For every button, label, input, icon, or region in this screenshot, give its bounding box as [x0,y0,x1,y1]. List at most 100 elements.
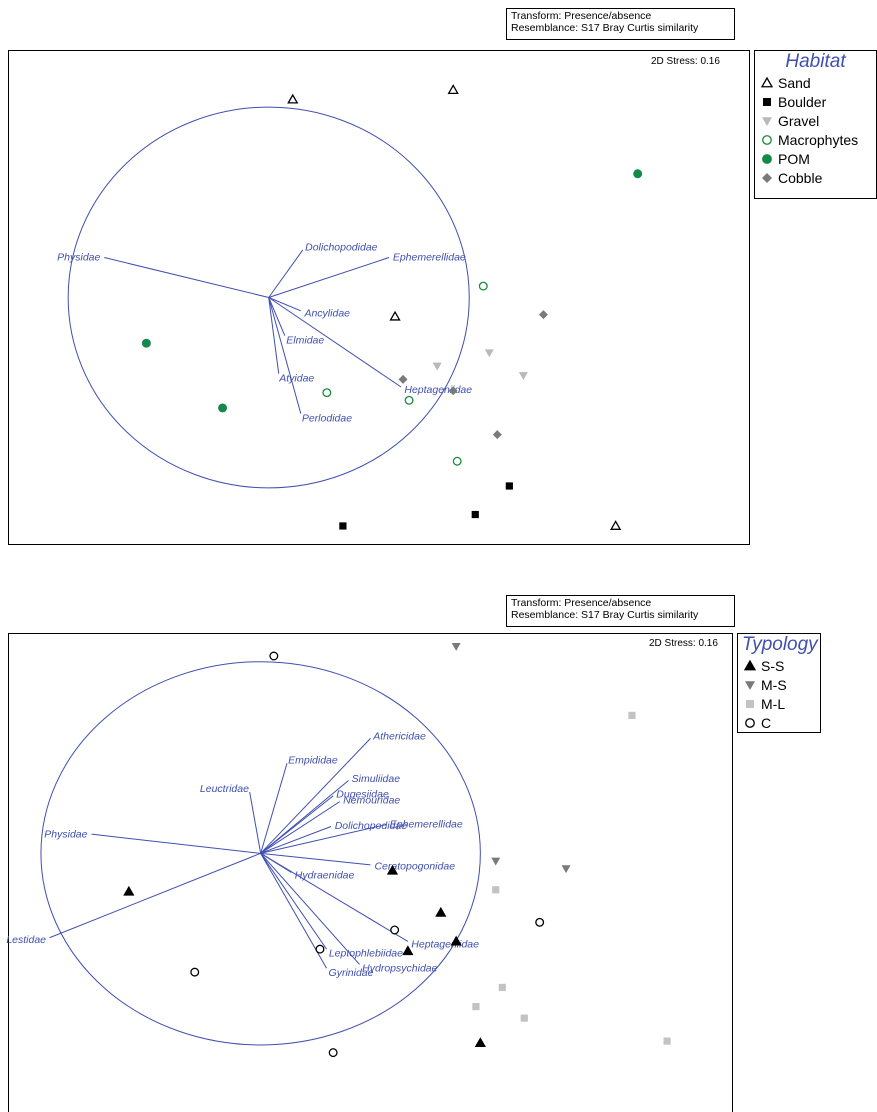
vector-label: Lestidae [6,934,46,946]
square-filled-marker [763,97,771,106]
vector-label: Atyidae [278,373,314,385]
vector-line [249,791,262,854]
point-boulder [339,522,347,530]
legend-label: Cobble [778,169,823,186]
point-m-l [520,1014,528,1022]
legend-item-m-l: M-L [738,694,820,713]
point-macrophytes [478,281,488,291]
point-s-s [450,935,462,946]
vector-line [260,826,332,854]
correlation-circle [67,106,470,489]
vector-line [268,297,402,388]
point-pom [141,338,151,348]
vector-line [260,853,327,950]
legend-item-pom: POM [755,149,876,168]
vector-label: Ephemerellidae [390,819,463,831]
vector-line [268,297,301,312]
vector-label: Ephemerellidae [393,251,466,263]
vector-label: Dolichopodidae [335,820,408,832]
vector-label: Physidae [57,252,100,264]
vector-line [260,801,341,854]
point-s-s [474,1037,486,1048]
legend-title: Habitat [785,51,846,72]
legend-symbol [746,699,754,708]
triangle-open-marker [760,76,774,87]
point-c [190,967,200,977]
legend-symbol [743,659,757,670]
transform-info-box-2: Transform: Presence/absence Resemblance:… [506,595,735,627]
point-boulder [505,482,513,490]
legend-label: Boulder [778,93,827,110]
vector-label: Ceratopogonidae [374,860,455,872]
transform-text: Transform: Presence/absence [511,10,652,22]
chart-1: Physidae Dolichopodidae Ephemerellidae Ancy… [57,84,643,530]
legend-item-c: C [738,713,820,732]
legend-symbol [762,134,772,145]
vector-line [260,795,334,854]
vector-line [260,852,371,866]
resemblance-text: Resemblance: S17 Bray Curtis similarity [511,22,699,34]
vector-line [268,297,286,336]
point-macrophytes [322,388,332,398]
vector-label: Perlodidae [302,412,352,424]
legend-items: Sand Boulder Gravel Macrophytes POM Cobble [755,73,876,187]
square-filled-marker [746,699,754,708]
legend-label: C [761,714,772,731]
point-s-s [435,906,447,917]
vector-label: Athericidae [372,730,426,742]
vector-label: Heptageniidae [404,384,472,396]
plot-frame-1 [8,50,750,545]
point-sand [287,93,299,104]
point-cobble [448,386,458,396]
vector-line [268,249,304,298]
legend-symbol [745,717,755,728]
legend-item-sand: Sand [755,73,876,92]
point-pom [633,169,643,179]
legend-symbol [760,76,774,87]
vector-line [260,852,409,942]
chart-2: Athericidae Empididae Simuliidae Leuctridae… [6,643,671,1058]
point-gravel [484,349,494,358]
point-c [390,925,400,935]
vector-label: Hydraenidae [295,870,355,882]
legend-2: Typology S-S M-S M-L C [737,633,821,733]
vector-label: Gyrinidae [329,967,374,979]
point-m-s [451,643,461,651]
transform-text: Transform: Presence/absence [511,597,652,609]
triangle-down-filled-marker [745,680,755,690]
vector-line [268,257,390,298]
legend-label: Gravel [778,112,820,129]
legend-item-gravel: Gravel [755,111,876,130]
vector-line [91,833,261,854]
legend-item-cobble: Cobble [755,168,876,187]
triangle-filled-marker [743,659,757,670]
resemblance-text: Resemblance: S17 Bray Curtis similarity [511,609,699,621]
vector-label: Heptageniidae [411,939,479,951]
point-macrophytes [452,456,462,466]
vector-label: Physidae [44,829,87,841]
legend-label: Macrophytes [778,131,859,148]
point-c [315,944,325,954]
point-gravel [518,372,528,381]
circle-open-marker [762,134,772,145]
point-c [269,651,279,661]
vector-line [268,297,280,374]
vector-line [104,257,269,298]
point-m-s [561,865,571,874]
vector-label: Dolichopodidae [305,242,378,254]
vector-line [260,738,371,854]
vector-line [49,852,261,939]
point-gravel [432,362,442,371]
circle-filled-marker [762,153,772,164]
point-s-s [386,864,399,875]
point-c [535,917,545,927]
point-s-s [402,945,414,956]
point-cobble [538,310,548,320]
point-sand [610,520,622,530]
legend-symbol [762,153,772,164]
vector-label: Leptophlebiidae [329,947,403,959]
triangle-down-filled-marker [762,116,772,126]
point-cobble [492,430,502,440]
legend-label: M-S [761,676,787,693]
